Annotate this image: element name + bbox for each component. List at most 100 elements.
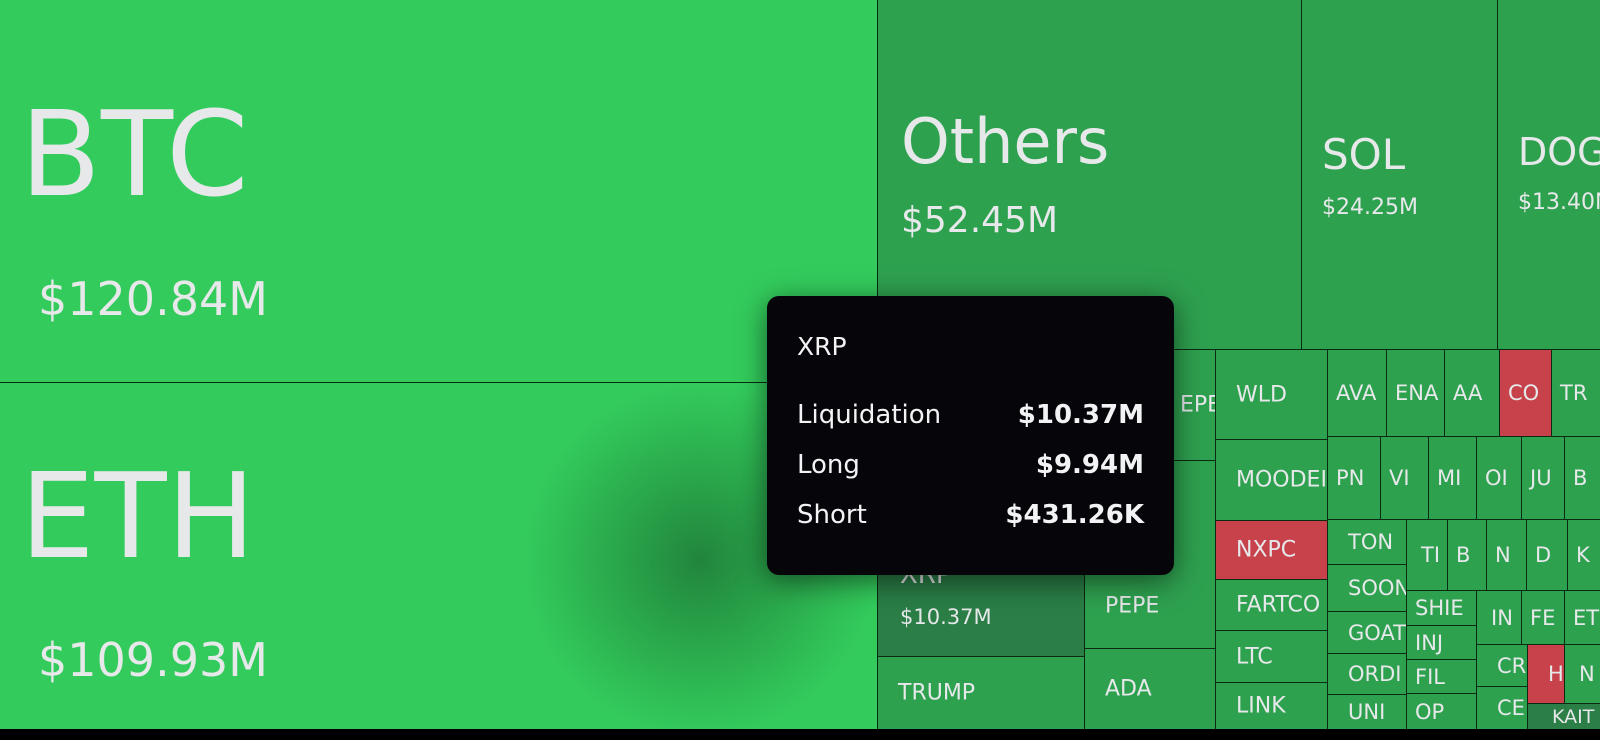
- tile-name: SOL: [1322, 130, 1406, 179]
- tile-name: SHIE: [1415, 596, 1464, 620]
- tile-name: VI: [1389, 466, 1410, 490]
- tile-n2[interactable]: N: [1564, 644, 1600, 704]
- tile-ti[interactable]: TI: [1406, 519, 1448, 591]
- tile-value: $24.25M: [1322, 195, 1418, 220]
- tile-ju[interactable]: JU: [1521, 436, 1565, 520]
- tile-name: ET: [1573, 605, 1600, 630]
- tile-name: FE: [1530, 605, 1556, 630]
- tooltip-label: Short: [797, 500, 867, 530]
- tile-nxpc[interactable]: NXPC: [1215, 520, 1328, 580]
- tile-n1[interactable]: N: [1486, 519, 1527, 591]
- tile-name: B: [1573, 466, 1588, 490]
- tile-others[interactable]: Others $52.45M: [877, 0, 1302, 350]
- tile-value: $13.40N: [1518, 190, 1600, 215]
- tile-ce[interactable]: CE: [1476, 686, 1528, 729]
- tile-name: MOODEI: [1236, 467, 1327, 493]
- tile-name: IN: [1491, 605, 1513, 630]
- tile-name: PEPE: [1105, 593, 1160, 619]
- tile-name: BTC: [20, 85, 249, 223]
- tile-name: WLD: [1236, 382, 1287, 407]
- tile-name: FARTCO: [1236, 592, 1321, 618]
- tile-ton[interactable]: TON: [1327, 519, 1407, 565]
- tile-fartcoin[interactable]: FARTCO: [1215, 579, 1328, 631]
- tile-name: ADA: [1105, 676, 1152, 702]
- tile-vi[interactable]: VI: [1380, 436, 1429, 520]
- tile-co[interactable]: CO: [1499, 349, 1552, 437]
- tooltip-label: Liquidation: [797, 400, 942, 430]
- tile-name: OP: [1415, 699, 1445, 724]
- tile-name: N: [1495, 543, 1511, 567]
- tile-name: H: [1548, 662, 1564, 686]
- tooltip-row-liquidation: Liquidation $10.37M: [797, 400, 1144, 434]
- tile-in[interactable]: IN: [1476, 590, 1522, 645]
- tile-name: TI: [1421, 543, 1441, 567]
- tile-name: OI: [1485, 466, 1508, 490]
- tile-name: AVA: [1336, 381, 1377, 405]
- tile-shib[interactable]: SHIE: [1406, 590, 1477, 626]
- tile-sol[interactable]: SOL $24.25M: [1301, 0, 1498, 350]
- tile-name: TON: [1348, 530, 1394, 554]
- tile-ltc[interactable]: LTC: [1215, 630, 1328, 683]
- tile-d[interactable]: D: [1526, 519, 1568, 591]
- tile-k[interactable]: K: [1567, 519, 1600, 591]
- tile-wld[interactable]: WLD: [1215, 349, 1328, 440]
- tile-inj[interactable]: INJ: [1406, 625, 1477, 660]
- tile-ordi[interactable]: ORDI: [1327, 653, 1407, 695]
- tile-name: EPE: [1180, 392, 1215, 418]
- tile-fe[interactable]: FE: [1521, 590, 1565, 645]
- tile-b1[interactable]: B: [1564, 436, 1600, 520]
- tile-mi[interactable]: MI: [1428, 436, 1477, 520]
- tile-name: B: [1456, 543, 1471, 567]
- tooltip-row-long: Long $9.94M: [797, 450, 1144, 484]
- tile-link[interactable]: LINK: [1215, 682, 1328, 729]
- tile-value: $10.37M: [900, 605, 992, 629]
- tile-op[interactable]: OP: [1406, 693, 1477, 729]
- tooltip-row-short: Short $431.26K: [797, 500, 1144, 534]
- tile-goat[interactable]: GOAT: [1327, 611, 1407, 654]
- xrp-tooltip: XRP Liquidation $10.37M Long $9.94M Shor…: [767, 296, 1174, 575]
- tile-name: DOG: [1518, 130, 1600, 174]
- tile-uni[interactable]: UNI: [1327, 694, 1407, 729]
- tile-name: LINK: [1236, 693, 1286, 719]
- tile-oi[interactable]: OI: [1476, 436, 1522, 520]
- tile-name: PN: [1336, 466, 1365, 490]
- tile-name: ETH: [20, 447, 256, 585]
- tile-ada[interactable]: ADA: [1084, 648, 1216, 729]
- tile-name: ORDI: [1348, 662, 1402, 686]
- tile-b2[interactable]: B: [1447, 519, 1487, 591]
- tile-doge[interactable]: DOG $13.40N: [1497, 0, 1600, 350]
- tooltip-value: $431.26K: [1005, 500, 1144, 530]
- tile-moodeng[interactable]: MOODEI: [1215, 439, 1328, 521]
- tile-ena[interactable]: ENA: [1386, 349, 1445, 437]
- tile-name: K: [1576, 543, 1590, 567]
- tile-trump[interactable]: TRUMP: [877, 656, 1085, 729]
- tile-cr[interactable]: CR: [1476, 644, 1528, 687]
- tile-aa[interactable]: AA: [1444, 349, 1500, 437]
- tile-name: N: [1579, 662, 1595, 686]
- tile-name: FIL: [1415, 664, 1445, 689]
- tile-fil[interactable]: FIL: [1406, 659, 1477, 694]
- tile-ava[interactable]: AVA: [1327, 349, 1387, 437]
- tile-name: KAIT: [1552, 705, 1595, 728]
- tile-et[interactable]: ET: [1564, 590, 1600, 645]
- tile-pn[interactable]: PN: [1327, 436, 1381, 520]
- tile-name: UNI: [1348, 700, 1386, 724]
- tile-name: LTC: [1236, 644, 1273, 669]
- tile-h[interactable]: H: [1527, 644, 1565, 704]
- tile-name: D: [1535, 543, 1552, 567]
- tile-name: INJ: [1415, 630, 1444, 655]
- tile-soon[interactable]: SOON: [1327, 564, 1407, 612]
- tile-value: $52.45M: [901, 200, 1059, 241]
- tooltip-title: XRP: [797, 332, 847, 361]
- tile-name: SOON: [1348, 576, 1407, 600]
- tile-name: CE: [1497, 696, 1525, 720]
- tile-name: TR: [1560, 381, 1588, 405]
- tooltip-value: $9.94M: [1035, 450, 1144, 480]
- tile-name: GOAT: [1348, 620, 1406, 645]
- tile-tr[interactable]: TR: [1551, 349, 1600, 437]
- tooltip-value: $10.37M: [1017, 400, 1144, 430]
- tile-eth[interactable]: ETH $109.93M: [0, 382, 878, 729]
- tile-btc[interactable]: BTC $120.84M: [0, 0, 878, 383]
- tile-name: Others: [901, 105, 1110, 178]
- tile-kait[interactable]: KAIT: [1527, 703, 1600, 729]
